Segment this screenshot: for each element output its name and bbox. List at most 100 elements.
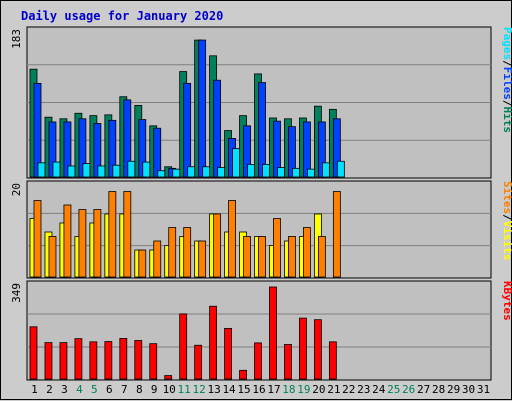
bar-pages-day-21 bbox=[336, 160, 345, 178]
x-tick-label-1: 1 bbox=[31, 383, 38, 396]
bar-files-day-3 bbox=[63, 121, 72, 178]
bar-kbytes-day-10 bbox=[164, 375, 173, 380]
bar-sites-day-1 bbox=[33, 200, 42, 278]
bar-files-day-17 bbox=[273, 120, 281, 178]
bar-sites-day-9 bbox=[153, 240, 162, 278]
bar-sites-day-16 bbox=[258, 236, 266, 278]
bar-pages-day-18 bbox=[292, 167, 300, 178]
x-tick-label-28: 28 bbox=[432, 383, 445, 396]
bar-pages-day-17 bbox=[277, 167, 285, 178]
x-tick-label-9: 9 bbox=[151, 383, 158, 396]
y-max-label-hits-files-pages: 183 bbox=[10, 29, 23, 49]
bar-files-day-16 bbox=[258, 82, 266, 178]
x-tick-label-14: 14 bbox=[222, 383, 236, 396]
x-tick-label-18: 18 bbox=[282, 383, 295, 396]
x-tick-label-27: 27 bbox=[417, 383, 430, 396]
x-tick-label-2: 2 bbox=[46, 383, 53, 396]
bar-pages-day-5 bbox=[97, 165, 106, 178]
x-tick-label-25: 25 bbox=[387, 383, 400, 396]
x-tick-label-21: 21 bbox=[327, 383, 340, 396]
bar-kbytes-day-13 bbox=[209, 305, 218, 380]
bar-files-day-8 bbox=[138, 119, 147, 178]
x-tick-label-30: 30 bbox=[462, 383, 475, 396]
x-tick-label-16: 16 bbox=[252, 383, 265, 396]
bar-kbytes-day-2 bbox=[44, 342, 53, 380]
x-tick-label-24: 24 bbox=[372, 383, 386, 396]
bar-pages-day-2 bbox=[52, 161, 61, 178]
bar-sites-day-4 bbox=[78, 209, 87, 278]
y-max-label-visits-sites: 20 bbox=[10, 183, 23, 196]
bar-sites-day-6 bbox=[108, 191, 117, 278]
bar-pages-day-19 bbox=[307, 168, 315, 178]
legend-entry-slash: / bbox=[501, 100, 512, 107]
bar-pages-day-9 bbox=[157, 170, 166, 178]
bar-sites-day-10 bbox=[168, 227, 177, 278]
bar-pages-day-1 bbox=[37, 162, 46, 178]
bar-pages-day-8 bbox=[142, 161, 151, 178]
chart-title: Daily usage for January 2020 bbox=[21, 9, 224, 23]
bar-pages-day-7 bbox=[127, 160, 136, 178]
bar-files-day-6 bbox=[108, 119, 117, 178]
x-tick-label-19: 19 bbox=[297, 383, 310, 396]
bar-sites-day-3 bbox=[63, 204, 72, 278]
x-tick-label-3: 3 bbox=[61, 383, 68, 396]
bar-kbytes-day-4 bbox=[74, 338, 83, 380]
bar-kbytes-day-17 bbox=[269, 286, 277, 380]
x-tick-label-13: 13 bbox=[207, 383, 220, 396]
x-tick-label-29: 29 bbox=[447, 383, 460, 396]
bar-sites-day-5 bbox=[93, 209, 102, 278]
bar-kbytes-day-8 bbox=[134, 340, 143, 380]
bar-kbytes-day-20 bbox=[313, 319, 322, 380]
bar-sites-day-7 bbox=[123, 191, 132, 278]
bar-files-day-12 bbox=[198, 39, 207, 178]
bar-pages-day-16 bbox=[262, 164, 270, 178]
legend-entry-sites: Sites bbox=[501, 181, 512, 214]
x-tick-label-4: 4 bbox=[76, 383, 83, 396]
bar-kbytes-day-14 bbox=[224, 327, 232, 380]
bar-sites-day-2 bbox=[48, 236, 57, 278]
legend-entry-slash: / bbox=[501, 60, 512, 67]
bar-pages-day-13 bbox=[217, 167, 226, 178]
bar-sites-day-12 bbox=[198, 240, 207, 278]
bar-kbytes-day-3 bbox=[59, 342, 68, 380]
legend-hits-files-pages: Pages/Files/Hits bbox=[501, 27, 512, 133]
legend-entry-slash: / bbox=[501, 214, 512, 221]
x-tick-label-23: 23 bbox=[357, 383, 370, 396]
legend-entry-files: Files bbox=[501, 67, 512, 100]
bar-kbytes-day-18 bbox=[284, 344, 292, 380]
bar-files-day-9 bbox=[153, 127, 162, 178]
bar-pages-day-12 bbox=[202, 166, 211, 178]
bar-pages-day-14 bbox=[232, 148, 240, 178]
bar-files-day-21 bbox=[332, 118, 341, 178]
bar-files-day-20 bbox=[317, 121, 326, 178]
x-tick-label-10: 10 bbox=[163, 383, 176, 396]
x-tick-label-17: 17 bbox=[267, 383, 280, 396]
x-tick-label-7: 7 bbox=[121, 383, 128, 396]
bar-kbytes-day-11 bbox=[179, 313, 188, 380]
bar-files-day-5 bbox=[93, 123, 102, 178]
bar-pages-day-20 bbox=[321, 162, 330, 178]
x-tick-label-22: 22 bbox=[342, 383, 355, 396]
x-tick-label-11: 11 bbox=[178, 383, 191, 396]
bar-kbytes-day-6 bbox=[104, 341, 113, 380]
bar-files-day-4 bbox=[78, 118, 87, 178]
x-tick-label-5: 5 bbox=[91, 383, 98, 396]
legend-entry-visits: Visits bbox=[501, 221, 512, 261]
bar-files-day-13 bbox=[213, 79, 222, 178]
bar-kbytes-day-21 bbox=[328, 341, 337, 380]
bar-sites-day-19 bbox=[303, 227, 311, 278]
bar-sites-day-8 bbox=[138, 249, 147, 278]
legend-kbytes: KBytes bbox=[501, 281, 512, 321]
bar-sites-day-18 bbox=[288, 236, 296, 278]
bar-pages-day-3 bbox=[67, 165, 76, 178]
bar-kbytes-day-19 bbox=[299, 317, 307, 380]
bar-files-day-18 bbox=[288, 126, 296, 178]
bar-sites-day-11 bbox=[183, 227, 192, 278]
y-max-label-kbytes: 349 bbox=[10, 283, 23, 303]
bar-files-day-19 bbox=[303, 121, 311, 178]
bar-files-day-11 bbox=[183, 82, 192, 178]
bar-sites-day-13 bbox=[213, 213, 222, 278]
x-tick-label-6: 6 bbox=[106, 383, 113, 396]
